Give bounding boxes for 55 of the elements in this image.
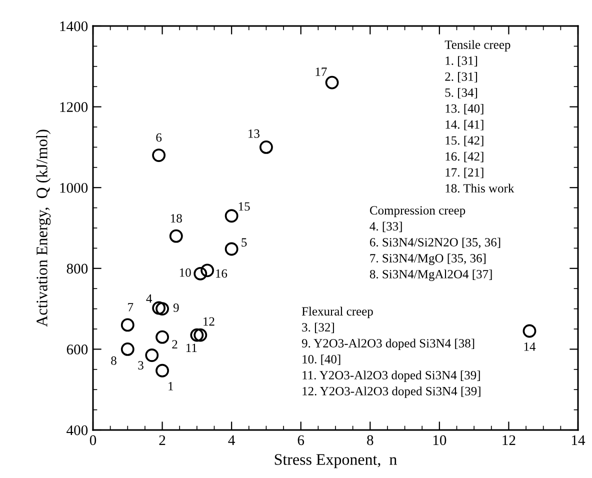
y-tick-label: 400 bbox=[66, 425, 88, 436]
x-tick-label: 8 bbox=[367, 435, 374, 446]
annotation: 14 bbox=[524, 342, 536, 351]
annotation: 5 bbox=[242, 238, 247, 247]
annotation: 13. [40] bbox=[446, 104, 484, 114]
annotation: 18 bbox=[170, 214, 182, 223]
annotation: 17. [21] bbox=[446, 168, 484, 178]
annotation: 7. Si3N4/MgO [35, 36] bbox=[370, 254, 486, 266]
annotation: 8 bbox=[111, 356, 116, 365]
x-tick-label: 12 bbox=[502, 435, 516, 445]
annotation: 6. Si3N4/Si2N2O [35, 36] bbox=[370, 238, 500, 248]
annotation: 3 bbox=[138, 361, 144, 370]
annotation: 8. Si3N4/MgAl2O4 [37] bbox=[370, 270, 492, 281]
annotation: 16 bbox=[216, 269, 228, 278]
annotation: Tensile creep bbox=[444, 40, 510, 52]
annotation: 16. [42] bbox=[446, 152, 484, 162]
annotation: 13 bbox=[248, 129, 260, 138]
x-tick-label: 4 bbox=[228, 435, 235, 445]
annotation: 11. Y2O3-Al2O3 doped Si3N4 [39] bbox=[302, 370, 480, 382]
annotation: Compression creep bbox=[370, 206, 466, 218]
annotation: 10 bbox=[180, 268, 191, 277]
annotation: 14. [41] bbox=[446, 120, 484, 130]
annotation: 17 bbox=[316, 68, 327, 76]
annotation: 4 bbox=[146, 294, 152, 303]
annotation: 2 bbox=[172, 340, 178, 348]
x-axis-title: Stress Exponent, n bbox=[274, 454, 397, 468]
annotation: 1. [31] bbox=[446, 56, 478, 66]
y-tick-label: 1200 bbox=[60, 102, 88, 112]
annotation: 11 bbox=[186, 344, 197, 352]
annotation: 15 bbox=[238, 202, 250, 211]
annotation: 2. [31] bbox=[445, 72, 478, 82]
annotation: Flexural creep bbox=[302, 306, 373, 318]
x-tick-label: 0 bbox=[90, 435, 96, 446]
annotation: 9. Y2O3-Al2O3 doped Si3N4 [38] bbox=[302, 338, 474, 350]
annotation: 10. [40] bbox=[302, 354, 340, 365]
annotation: 18. This work bbox=[446, 184, 514, 193]
y-tick-label: 1400 bbox=[60, 21, 88, 32]
annotation: 4. [33] bbox=[370, 222, 402, 232]
annotation: 9 bbox=[173, 304, 179, 312]
annotation: 12 bbox=[204, 317, 214, 326]
x-tick-label: 6 bbox=[298, 435, 304, 446]
y-tick-label: 600 bbox=[66, 344, 88, 354]
x-tick-label: 10 bbox=[433, 435, 446, 446]
annotation: 1 bbox=[168, 382, 173, 390]
annotation: 3. [32] bbox=[302, 322, 334, 334]
y-tick-label: 800 bbox=[66, 264, 88, 274]
x-tick-label: 14 bbox=[572, 435, 586, 445]
y-axis-title: Activation Energy, Q (kJ/mol) bbox=[36, 130, 51, 327]
annotation: 5. [34] bbox=[445, 88, 478, 98]
annotation: 7 bbox=[128, 303, 134, 312]
annotation: 6 bbox=[156, 133, 162, 142]
annotation: 12. Y2O3-Al2O3 doped Si3N4 [39] bbox=[302, 386, 480, 398]
x-tick-label: 2 bbox=[159, 435, 166, 445]
y-tick-label: 1000 bbox=[60, 182, 88, 193]
annotation: 15. [42] bbox=[446, 136, 484, 146]
